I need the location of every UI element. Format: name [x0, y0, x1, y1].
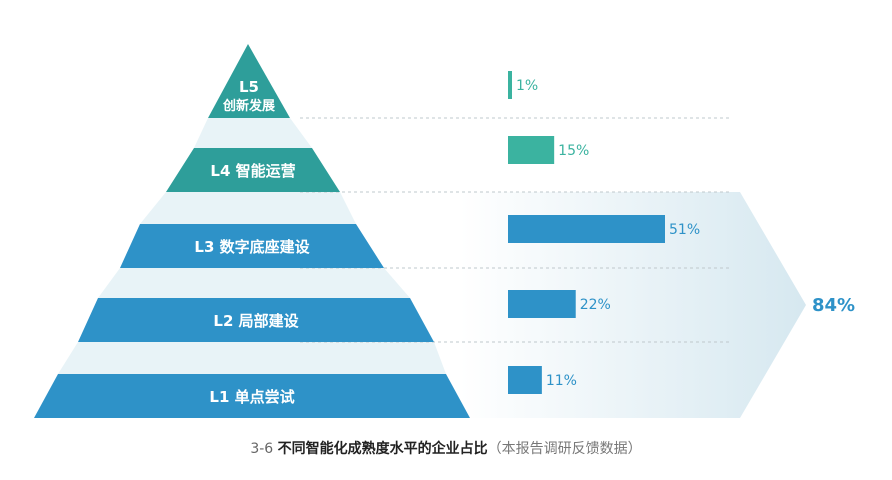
tier-label-code: L5	[239, 78, 259, 96]
tier-connector	[98, 268, 410, 298]
bar-value-label: 15%	[558, 143, 589, 159]
caption-number: 3-6	[250, 441, 274, 457]
tier-label-name: 创新发展	[222, 98, 276, 114]
bar-value-label: 51%	[669, 222, 700, 238]
tier-connector	[194, 118, 312, 148]
figure-caption: 3-6 不同智能化成熟度水平的企业占比（本报告调研反馈数据）	[0, 438, 892, 458]
bar-l4	[508, 136, 555, 164]
tier-label: L4 智能运营	[210, 162, 295, 180]
bar-l2	[508, 290, 576, 318]
bar-value-label: 11%	[546, 373, 577, 389]
pyramid-tier-l5	[208, 44, 290, 118]
pyramid-tier-l1	[34, 374, 470, 418]
pyramid-tier-l4	[166, 148, 340, 192]
tier-label: L2 局部建设	[213, 312, 298, 330]
tier-label: L1 单点尝试	[209, 388, 294, 406]
pyramid-tier-l3	[120, 224, 384, 268]
total-value-label: 84%	[812, 295, 855, 316]
bar-l5	[508, 71, 512, 99]
caption-source: （本报告调研反馈数据）	[487, 441, 642, 457]
bar-value-label: 22%	[580, 297, 611, 313]
caption-title: 不同智能化成熟度水平的企业占比	[277, 441, 488, 457]
bar-l1	[508, 366, 542, 394]
total-arrow	[460, 192, 806, 418]
bar-l3	[508, 215, 665, 243]
tier-connector	[140, 192, 356, 224]
tier-label: L3 数字底座建设	[194, 238, 309, 256]
tier-connector	[58, 342, 446, 374]
pyramid-tier-l2	[78, 298, 434, 342]
bar-value-label: 1%	[516, 78, 538, 94]
